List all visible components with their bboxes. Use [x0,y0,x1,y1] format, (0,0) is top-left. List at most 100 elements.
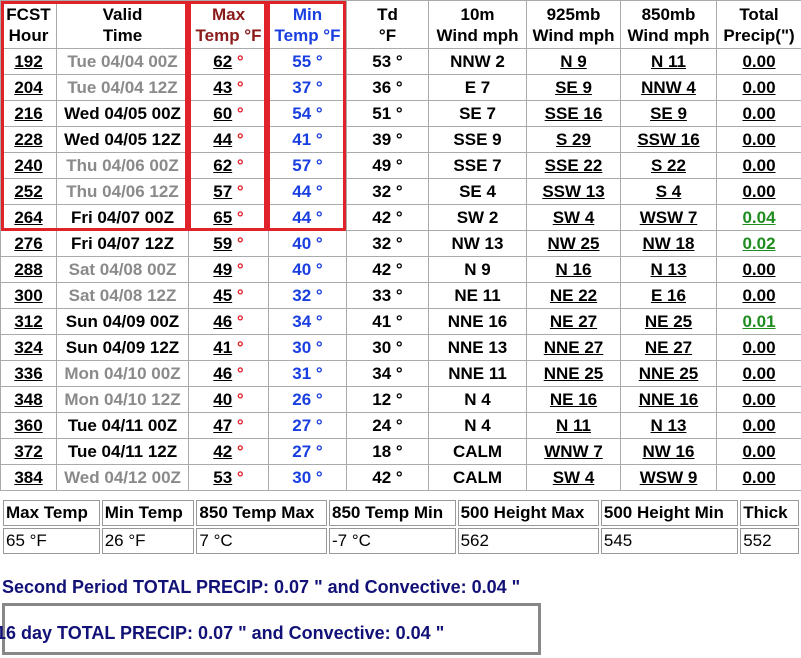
cell-text[interactable]: 47 [213,416,233,435]
cell-text[interactable]: 240 [14,156,43,175]
cell-text[interactable]: 324 [14,338,43,357]
cell-text[interactable]: N 11 [556,416,591,435]
cell-text[interactable]: NNE 25 [543,364,604,383]
cell-text[interactable]: 276 [14,234,43,253]
cell-text[interactable]: 264 [14,208,43,227]
cell-text[interactable]: 0.00 [742,182,776,201]
cell-text[interactable]: 252 [14,182,43,201]
cell-text[interactable]: WSW 9 [639,468,698,487]
cell-text[interactable]: NE 22 [549,286,598,305]
cell-text[interactable]: S 4 [655,182,682,201]
cell-text[interactable]: 40 [213,390,233,409]
cell-text[interactable]: N 13 [650,260,687,279]
cell-text[interactable]: 372 [14,442,43,461]
cell-text[interactable]: 360 [14,416,43,435]
cell-text: 32 [292,286,312,305]
cell-text[interactable]: 228 [14,130,43,149]
cell-text[interactable]: 42 [213,442,233,461]
cell-text[interactable]: 312 [14,312,43,331]
cell-text[interactable]: NNE 16 [638,390,699,409]
cell-text[interactable]: NW 16 [642,442,695,461]
cell-text[interactable]: 46 [213,312,233,331]
cell-text[interactable]: SSW 16 [637,130,700,149]
cell-text[interactable]: SW 4 [552,208,595,227]
cell-text[interactable]: 216 [14,104,43,123]
cell-text[interactable]: 62 [213,156,233,175]
cell-text[interactable]: 336 [14,364,43,383]
cell-text[interactable]: 46 [213,364,233,383]
cell-text[interactable]: 0.00 [742,78,776,97]
cell-text[interactable]: SW 4 [552,468,595,487]
cell: 33 ° [346,282,429,309]
cell-text[interactable]: 0.00 [742,260,776,279]
cell-text[interactable]: 300 [14,286,43,305]
cell-text[interactable]: 288 [14,260,43,279]
cell-text[interactable]: NE 25 [644,312,693,331]
cell-text[interactable]: 0.00 [742,468,776,487]
cell-text: Sat 04/08 12Z [68,286,177,305]
cell-text: SSE 7 [453,156,502,175]
cell-text[interactable]: N 9 [560,52,587,71]
cell-text[interactable]: 0.04 [742,208,776,227]
cell-text[interactable]: 60 [213,104,233,123]
cell-text[interactable]: N 13 [650,416,687,435]
cell-text: Mon 04/10 12Z [64,390,181,409]
cell-text[interactable]: 44 [213,130,233,149]
cell-text[interactable]: NNW 4 [641,78,696,97]
cell-text[interactable]: S 29 [556,130,591,149]
cell-text[interactable]: 49 [213,260,233,279]
cell-text[interactable]: NW 18 [642,234,695,253]
cell-text[interactable]: E 16 [651,286,686,305]
cell-text[interactable]: 45 [213,286,233,305]
sixteen-day-total: 16 day TOTAL PRECIP: 0.07 " and Convecti… [0,623,445,643]
cell-text[interactable]: 53 [213,468,233,487]
cell-text: Tue 04/11 12Z [67,442,178,461]
cell-text[interactable]: SE 9 [650,104,687,123]
cell-text[interactable]: 0.01 [742,312,776,331]
highlight-box [1,1,188,231]
cell-text[interactable]: 43 [213,78,233,97]
cell-text[interactable]: 384 [14,468,43,487]
cell: SE 9 [620,100,717,127]
cell-text[interactable]: 41 [213,338,233,357]
cell: NNE 16 [428,308,527,335]
cell-text[interactable]: SSE 22 [544,156,603,175]
cell-text[interactable]: SSW 13 [542,182,605,201]
cell-text[interactable]: 204 [14,78,43,97]
cell-text[interactable]: NNE 25 [638,364,699,383]
cell-text[interactable]: 62 [213,52,233,71]
cell-text[interactable]: 0.00 [742,130,776,149]
cell-text[interactable]: 0.00 [742,52,776,71]
cell-text[interactable]: 0.00 [742,390,776,409]
degree: ° [236,416,244,435]
cell: NNE 16 [620,386,717,413]
cell-text[interactable]: WNW 7 [544,442,603,461]
cell-text[interactable]: 0.00 [742,442,776,461]
cell-text[interactable]: WSW 7 [639,208,698,227]
cell-text[interactable]: NE 27 [644,338,693,357]
cell-text: CALM [452,468,503,487]
cell-text[interactable]: NE 16 [549,390,598,409]
cell-text[interactable]: SSE 16 [544,104,603,123]
cell-text[interactable]: N 16 [555,260,592,279]
cell-text[interactable]: 0.02 [742,234,776,253]
cell-text[interactable]: 65 [213,208,233,227]
cell-text: NNE 11 [448,364,507,383]
cell-text[interactable]: 0.00 [742,286,776,305]
cell-text[interactable]: SE 9 [555,78,592,97]
cell-text[interactable]: 0.00 [742,416,776,435]
cell-text[interactable]: 0.00 [742,104,776,123]
cell-text[interactable]: NNE 27 [543,338,604,357]
cell-text[interactable]: N 11 [651,52,686,71]
cell-text[interactable]: 348 [14,390,43,409]
cell-text[interactable]: 0.00 [742,364,776,383]
cell-text[interactable]: S 22 [651,156,686,175]
cell: 0.00 [716,100,801,127]
cell-text[interactable]: NE 27 [549,312,598,331]
cell-text[interactable]: 0.00 [742,338,776,357]
cell-text[interactable]: 59 [213,234,233,253]
cell-text[interactable]: NW 25 [547,234,600,253]
cell-text[interactable]: 192 [14,52,43,71]
cell-text[interactable]: 57 [213,182,233,201]
cell-text[interactable]: 0.00 [742,156,776,175]
